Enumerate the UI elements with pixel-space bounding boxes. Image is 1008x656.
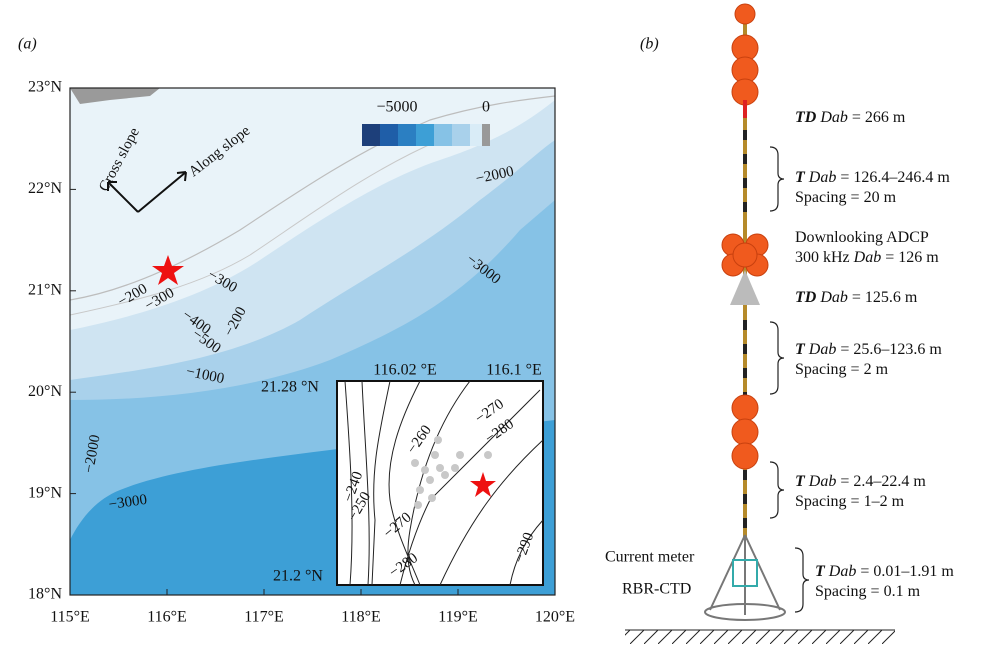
annotation-part: Dab bbox=[819, 289, 848, 306]
annotation: 300 kHz Dab = 126 m bbox=[795, 249, 939, 266]
annotation-part: = 126 m bbox=[885, 249, 939, 266]
annotation-part: = 125.6 m bbox=[852, 289, 918, 306]
annotation: Spacing = 20 m bbox=[795, 189, 897, 206]
annotation-part: Dab bbox=[819, 109, 848, 126]
braces bbox=[770, 147, 809, 612]
colorbar-max-label: 0 bbox=[482, 99, 490, 116]
x-tick-label: 120°E bbox=[535, 609, 575, 626]
annotation-part: = 2.4–22.4 m bbox=[840, 473, 926, 490]
inset-lon-label: 116.02 °E bbox=[373, 362, 437, 379]
annotation-part: = 266 m bbox=[852, 109, 906, 126]
y-tick-label: 20°N bbox=[28, 383, 62, 400]
figure: −5000 0 Cross slope Along slope (a) (b) … bbox=[0, 0, 1008, 656]
instrument-label: RBR-CTD bbox=[622, 581, 691, 598]
annotation: Spacing = 2 m bbox=[795, 361, 889, 378]
annotation-part: = 0.01–1.91 m bbox=[860, 563, 954, 580]
annotation-part: T bbox=[815, 563, 826, 580]
y-tick-label: 21°N bbox=[28, 281, 62, 298]
annotation-part: T bbox=[795, 169, 806, 186]
annotation-part: Spacing = 1–2 m bbox=[795, 493, 905, 510]
annotation-part: 300 kHz bbox=[795, 249, 850, 266]
panel-label: (b) bbox=[640, 36, 659, 53]
annotation-part: T bbox=[795, 341, 806, 358]
annotation: T Dab = 2.4–22.4 m bbox=[795, 473, 926, 490]
annotation-part: Dab bbox=[853, 249, 882, 266]
annotation-part: Downlooking ADCP bbox=[795, 229, 929, 246]
x-tick-label: 116°E bbox=[147, 609, 187, 626]
x-tick-label: 117°E bbox=[244, 609, 284, 626]
instrument-label: Current meter bbox=[605, 549, 695, 566]
annotation: TD Dab = 266 m bbox=[795, 109, 906, 126]
annotation-part: TD bbox=[795, 289, 817, 306]
y-tick-label: 23°N bbox=[28, 79, 62, 96]
annotation-part: Spacing = 0.1 m bbox=[815, 583, 921, 600]
annotation-part: Dab bbox=[808, 169, 837, 186]
annotation-part: Dab bbox=[808, 341, 837, 358]
annotation-part: TD bbox=[795, 109, 817, 126]
annotation: Downlooking ADCP bbox=[795, 229, 929, 246]
annotation-part: = 126.4–246.4 m bbox=[840, 169, 950, 186]
x-tick-label: 118°E bbox=[341, 609, 381, 626]
x-tick-label: 119°E bbox=[438, 609, 478, 626]
inset-lon-label: 116.1 °E bbox=[486, 362, 542, 379]
colorbar-min-label: −5000 bbox=[376, 99, 417, 116]
annotation: Spacing = 0.1 m bbox=[815, 583, 921, 600]
annotation-part: = 25.6–123.6 m bbox=[840, 341, 942, 358]
inset-lat-label: 21.28 °N bbox=[261, 379, 319, 396]
annotation: T Dab = 126.4–246.4 m bbox=[795, 169, 950, 186]
annotation-part: T bbox=[795, 473, 806, 490]
panel-label: (a) bbox=[18, 36, 37, 53]
x-tick-label: 115°E bbox=[50, 609, 90, 626]
inset-lat-label: 21.2 °N bbox=[273, 568, 323, 585]
annotation: Spacing = 1–2 m bbox=[795, 493, 905, 510]
y-tick-label: 22°N bbox=[28, 180, 62, 197]
y-tick-label: 18°N bbox=[28, 586, 62, 603]
annotation: T Dab = 25.6–123.6 m bbox=[795, 341, 942, 358]
annotation-part: Spacing = 2 m bbox=[795, 361, 889, 378]
annotation: T Dab = 0.01–1.91 m bbox=[815, 563, 954, 580]
annotation-part: Dab bbox=[808, 473, 837, 490]
inset bbox=[337, 381, 543, 585]
annotation: TD Dab = 125.6 m bbox=[795, 289, 918, 306]
annotation-part: Dab bbox=[828, 563, 857, 580]
annotation-part: Spacing = 20 m bbox=[795, 189, 897, 206]
y-tick-label: 19°N bbox=[28, 484, 62, 501]
